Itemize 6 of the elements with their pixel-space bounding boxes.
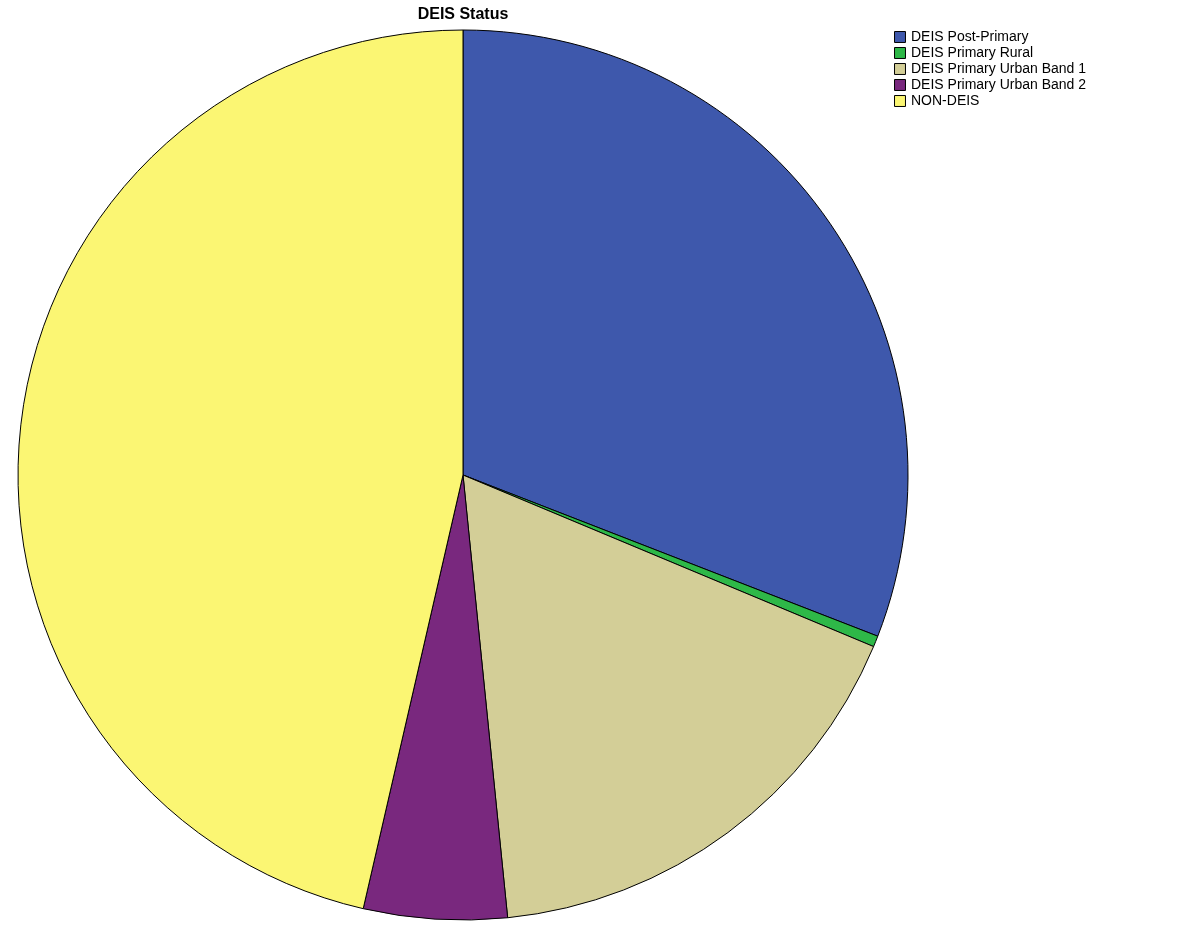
legend-label: DEIS Primary Urban Band 2 [911, 76, 1087, 92]
chart-title: DEIS Status [417, 5, 509, 22]
legend-label: NON-DEIS [911, 92, 980, 108]
legend-label: DEIS Primary Rural [911, 44, 1034, 60]
legend-label: DEIS Primary Urban Band 1 [911, 60, 1087, 76]
legend-label: DEIS Post-Primary [911, 28, 1029, 44]
